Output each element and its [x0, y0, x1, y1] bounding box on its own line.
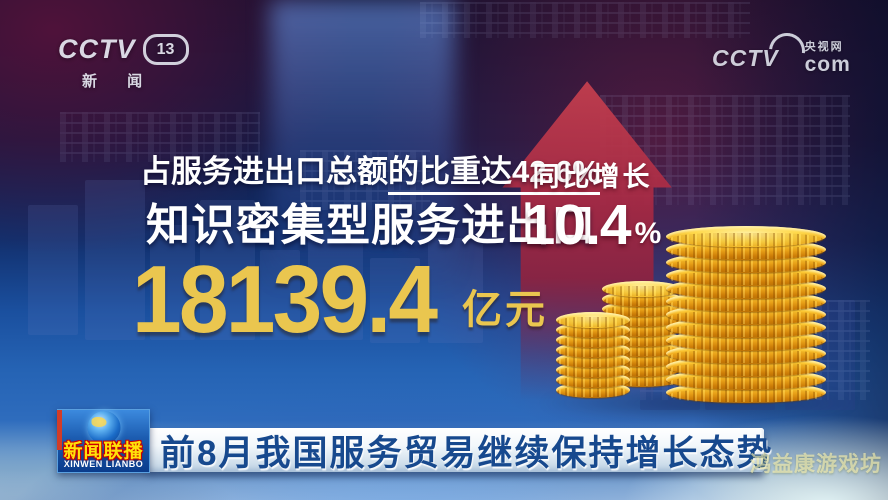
program-logo-cn: 新闻联播	[63, 441, 144, 462]
headline-bar: 前8月我国服务贸易继续保持增长态势	[148, 428, 771, 473]
coin-stack	[556, 312, 630, 398]
cctv13-channel-number: 13	[142, 34, 189, 65]
globe-icon	[87, 411, 120, 444]
amount-value: 18139.4	[132, 246, 438, 353]
infographic-title: 知识密集型服务进出口	[146, 201, 596, 250]
growth-value: 10.4	[523, 193, 632, 257]
coin-top	[556, 312, 630, 328]
cctvcom-logo: CCTV 央视网 com	[712, 25, 851, 76]
program-logo: 新闻联播 XINWEN LIANBO	[57, 409, 150, 473]
growth-block: 同比增长 10.4 %	[500, 155, 685, 254]
cctv13-wordmark: CCTV	[58, 34, 136, 64]
cctvcom-wordmark: CCTV	[712, 45, 779, 71]
coin-top	[666, 226, 826, 247]
cctv13-logo: CCTV 13 新 闻	[58, 34, 189, 91]
ratio-line: 占服务进出口总额的比重达42.6%	[140, 146, 600, 195]
coin-stack	[666, 226, 826, 403]
growth-label: 同比增长	[532, 162, 653, 192]
growth-unit: %	[634, 217, 662, 250]
program-logo-red-stripe	[57, 410, 62, 450]
headline-text: 前8月我国服务贸易继续保持增长态势	[160, 433, 774, 473]
ratio-prefix: 占服务进出口总额	[140, 154, 388, 189]
ratio-underlined-value: 的比重达42.6%	[388, 154, 600, 195]
cctvcom-domain: com	[804, 53, 851, 76]
amount-figure: 18139.4 亿元	[132, 252, 548, 348]
coin-top	[602, 281, 682, 297]
amount-unit: 亿元	[462, 288, 549, 332]
cctvcom-site-label: 央视网	[804, 41, 844, 53]
watermark-text: 鸿益康游戏坊	[750, 453, 882, 476]
program-logo-en: XINWEN LIANBO	[63, 459, 144, 469]
cctv13-subtitle: 新 闻	[82, 73, 156, 90]
